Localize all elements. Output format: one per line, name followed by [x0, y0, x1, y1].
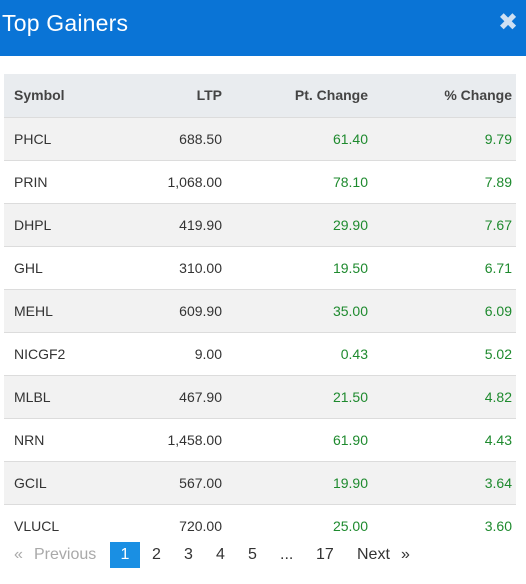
cell-pt-change: 25.00: [332, 517, 368, 534]
cell-ltp: 720.00: [179, 517, 222, 534]
cell-ltp: 1,068.00: [167, 173, 223, 190]
cell-ltp: 609.90: [179, 302, 222, 319]
cell-pct-change: 6.09: [484, 302, 512, 319]
cell-pct-change: 3.64: [484, 474, 512, 491]
cell-pct-change: 9.79: [484, 130, 512, 147]
page-button-17[interactable]: 17: [316, 546, 334, 563]
page-button-2[interactable]: 2: [152, 546, 161, 563]
cell-pct-change: 7.89: [484, 173, 512, 190]
cell-pct-change: 5.02: [484, 345, 512, 362]
cell-pct-change: 4.43: [484, 431, 512, 448]
page-button-1[interactable]: 1: [110, 542, 140, 568]
table-row[interactable]: MLBL 467.90 21.50 4.82: [4, 375, 516, 418]
modal-header: Top Gainers ✖: [0, 0, 526, 56]
cell-symbol[interactable]: GHL: [14, 259, 43, 276]
page-button-5[interactable]: 5: [248, 546, 257, 563]
cell-pt-change: 61.40: [332, 130, 368, 147]
cell-ltp: 567.00: [179, 474, 222, 491]
cell-pt-change: 0.43: [340, 345, 368, 362]
first-page-icon: «: [14, 546, 23, 563]
next-page-button[interactable]: Next: [357, 546, 390, 563]
cell-symbol[interactable]: PRIN: [14, 173, 48, 190]
table-row[interactable]: PHCL 688.50 61.40 9.79: [4, 117, 516, 160]
column-header-pt-change[interactable]: Pt. Change: [294, 87, 368, 104]
cell-pct-change: 7.67: [484, 216, 512, 233]
table-row[interactable]: GHL 310.00 19.50 6.71: [4, 246, 516, 289]
cell-pt-change: 19.50: [332, 259, 368, 276]
cell-ltp: 1,458.00: [167, 431, 223, 448]
column-header-ltp[interactable]: LTP: [196, 87, 222, 104]
cell-symbol[interactable]: PHCL: [14, 130, 52, 147]
gainers-table-container: Symbol LTP Pt. Change % Change PHCL 688.…: [4, 74, 516, 547]
pagination-ellipsis: ...: [280, 546, 294, 563]
cell-pt-change: 78.10: [332, 173, 368, 190]
cell-ltp: 419.90: [179, 216, 222, 233]
header-row: Symbol LTP Pt. Change % Change: [4, 74, 516, 117]
cell-symbol[interactable]: DHPL: [14, 216, 52, 233]
cell-ltp: 688.50: [179, 130, 222, 147]
cell-pct-change: 4.82: [484, 388, 512, 405]
cell-symbol[interactable]: GCIL: [14, 474, 47, 491]
table-row[interactable]: DHPL 419.90 29.90 7.67: [4, 203, 516, 246]
table-row[interactable]: PRIN 1,068.00 78.10 7.89: [4, 160, 516, 203]
last-page-icon[interactable]: »: [401, 546, 410, 563]
cell-symbol[interactable]: NICGF2: [14, 345, 66, 362]
page-button-3[interactable]: 3: [184, 546, 193, 563]
cell-ltp: 9.00: [194, 345, 222, 362]
cell-pt-change: 19.90: [332, 474, 368, 491]
table-row[interactable]: NICGF2 9.00 0.43 5.02: [4, 332, 516, 375]
pagination: « Previous 1 2 3 4 5 ... 17 Next »: [10, 542, 520, 568]
table-body: PHCL 688.50 61.40 9.79 PRIN 1,068.00 78.…: [4, 117, 516, 547]
cell-symbol[interactable]: MLBL: [14, 388, 51, 405]
close-icon[interactable]: ✖: [498, 9, 519, 36]
cell-pt-change: 61.90: [332, 431, 368, 448]
cell-pct-change: 6.71: [484, 259, 512, 276]
page-button-4[interactable]: 4: [216, 546, 225, 563]
gainers-table: Symbol LTP Pt. Change % Change PHCL 688.…: [4, 74, 516, 547]
previous-page-button: Previous: [34, 546, 97, 563]
cell-ltp: 467.90: [179, 388, 222, 405]
table-row[interactable]: NRN 1,458.00 61.90 4.43: [4, 418, 516, 461]
modal-title: Top Gainers: [2, 10, 129, 36]
cell-symbol[interactable]: MEHL: [14, 302, 53, 319]
cell-ltp: 310.00: [179, 259, 222, 276]
table-header: Symbol LTP Pt. Change % Change: [4, 74, 516, 117]
cell-pt-change: 29.90: [332, 216, 368, 233]
cell-symbol[interactable]: VLUCL: [14, 517, 60, 534]
table-row[interactable]: GCIL 567.00 19.90 3.64: [4, 461, 516, 504]
table-row[interactable]: MEHL 609.90 35.00 6.09: [4, 289, 516, 332]
cell-symbol[interactable]: NRN: [14, 431, 45, 448]
column-header-pct-change[interactable]: % Change: [444, 87, 512, 104]
cell-pct-change: 3.60: [484, 517, 512, 534]
cell-pt-change: 35.00: [332, 302, 368, 319]
table-row[interactable]: VLUCL 720.00 25.00 3.60: [4, 504, 516, 547]
cell-pt-change: 21.50: [332, 388, 368, 405]
column-header-symbol[interactable]: Symbol: [14, 87, 65, 104]
